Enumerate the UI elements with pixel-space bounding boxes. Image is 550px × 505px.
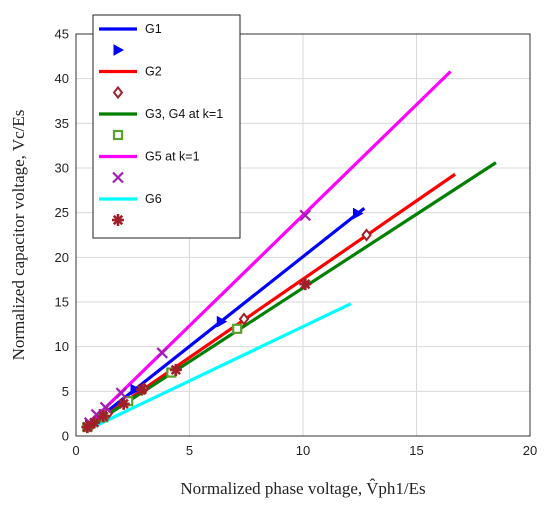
x-tick-label: 0 — [72, 443, 79, 458]
y-tick-label: 45 — [55, 27, 69, 42]
data-point — [352, 207, 364, 220]
legend-entry: G3, G4 at k=1 — [99, 107, 223, 141]
data-point — [88, 416, 101, 429]
data-point — [156, 347, 169, 359]
y-tick-label: 30 — [55, 161, 69, 176]
legend-entry: G6 — [99, 192, 162, 226]
legend-marker-swatch — [112, 129, 124, 141]
legend-label: G5 at k=1 — [145, 150, 200, 164]
data-point — [117, 397, 130, 410]
data-point — [97, 410, 110, 423]
ticks: 0 5 10 15 20 0 5 10 15 20 25 30 35 40 45 — [55, 27, 538, 459]
series-layer — [81, 70, 497, 434]
series-3 — [86, 161, 497, 430]
y-tick-label: 35 — [55, 116, 69, 131]
y-tick-label: 25 — [55, 205, 69, 220]
y-tick-label: 10 — [55, 339, 69, 354]
legend-label: G6 — [145, 192, 162, 206]
x-axis-title: Normalized phase voltage, V̂ph1/Es — [180, 479, 425, 498]
series-line — [86, 302, 352, 432]
series-2 — [86, 172, 456, 430]
legend-label: G2 — [145, 65, 162, 79]
series-line — [86, 70, 452, 427]
legend-marker-swatch — [112, 85, 124, 100]
data-point — [169, 363, 182, 376]
series-line — [86, 172, 456, 430]
legend-label: G1 — [145, 22, 162, 36]
series-line — [86, 161, 497, 430]
series-5 — [86, 302, 352, 432]
legend-marker-swatch — [112, 171, 124, 184]
x-tick-label: 20 — [523, 443, 537, 458]
legend-entry: G2 — [99, 65, 162, 100]
y-tick-label: 5 — [62, 384, 69, 399]
x-tick-label: 15 — [409, 443, 423, 458]
plot-frame — [75, 33, 531, 437]
legend-label: G3, G4 at k=1 — [145, 107, 223, 121]
series-4 — [86, 70, 452, 427]
series-5-markers — [81, 278, 312, 434]
y-axis-title: Normalized capacitor voltage, Vc/Es — [9, 110, 28, 361]
legend-marker-swatch — [112, 214, 124, 226]
y-tick-label: 15 — [55, 295, 69, 310]
y-tick-label: 0 — [62, 429, 69, 444]
x-tick-label: 5 — [186, 443, 193, 458]
legend-entry: G1 — [99, 22, 162, 56]
data-point — [299, 278, 312, 291]
data-point — [216, 315, 228, 328]
x-tick-label: 10 — [296, 443, 310, 458]
y-tick-label: 20 — [55, 250, 69, 265]
data-point — [232, 323, 243, 334]
legend-marker-swatch — [113, 44, 125, 56]
legend-entry: G5 at k=1 — [99, 150, 200, 184]
data-point — [135, 383, 148, 396]
data-point — [361, 228, 372, 242]
data-point — [81, 421, 94, 434]
data-point — [130, 383, 142, 396]
data-point — [115, 387, 128, 399]
legend: G1 G2 G3, G4 at k=1 G5 at k=1 G6 — [92, 14, 241, 239]
data-point — [238, 312, 250, 326]
data-point — [299, 209, 312, 222]
y-tick-label: 40 — [55, 71, 69, 86]
